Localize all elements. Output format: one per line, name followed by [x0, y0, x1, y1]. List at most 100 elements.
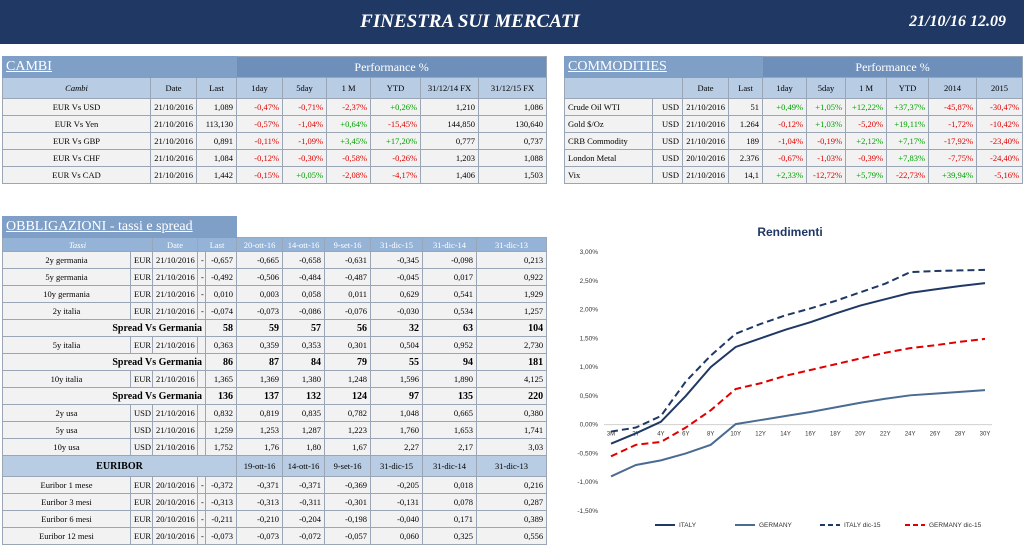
table-row: Gold $/Oz USD 21/10/2016 1.264 -0,12% +1,03% -…: [564, 115, 1024, 133]
table-cell: [197, 421, 206, 439]
table-cell: +3,45%: [326, 132, 372, 150]
table-row: Vix USD 21/10/2016 14,1 +2,33% -12,72% +5,79% -…: [564, 166, 1024, 184]
spread-value: 220: [476, 387, 548, 405]
table-cell: 1,253: [236, 421, 284, 439]
table-row: 10y italia EUR 21/10/2016 1,365 1,369 1,380 1,…: [2, 370, 548, 388]
group-header: Performance %: [236, 56, 548, 78]
spread-value: 84: [282, 353, 326, 371]
table-row: Euribor 3 mesi EUR 20/10/2016- -0,313 -0,313…: [2, 493, 548, 511]
table-cell: +0,05%: [282, 166, 328, 184]
column-header: 31/12/14 FX: [420, 77, 480, 99]
table-cell: 2y germania: [2, 251, 131, 269]
column-header: 20-ott-16: [236, 237, 284, 252]
table-cell: EUR Vs USD: [2, 98, 151, 116]
section-title: CAMBI: [1, 56, 238, 78]
table-cell: -0,369: [324, 476, 372, 494]
table-cell: 0,389: [476, 510, 548, 528]
table-row: Euribor 6 mesi EUR 20/10/2016- -0,211 -0,210…: [2, 510, 548, 528]
table-cell: -0,313: [236, 493, 284, 511]
series-line: [610, 389, 986, 478]
table-cell: 0,216: [476, 476, 548, 494]
spread-value: 104: [476, 319, 548, 337]
table-cell: [197, 438, 206, 456]
table-row: OBBLIGAZIONI - tassi e spread: [1, 216, 547, 238]
table-cell: -0,487: [324, 268, 372, 286]
table-cell: -0,198: [324, 510, 372, 528]
table-cell: -0,19%: [806, 132, 847, 150]
column-header: 5day: [806, 77, 847, 99]
column-header: Last: [195, 77, 238, 99]
table-cell: 0,058: [282, 285, 326, 303]
table-cell: 0,922: [476, 268, 548, 286]
cambi-table: CAMBI Performance % Cambi Date Last 1day 5day 1…: [1, 56, 548, 184]
table-cell: -17,92%: [928, 132, 978, 150]
table-cell: 113,130: [195, 115, 238, 133]
spread-value: 59: [236, 319, 284, 337]
series-line: [610, 337, 986, 458]
table-cell: 21/10/2016: [152, 438, 198, 456]
spread-value: 56: [324, 319, 372, 337]
table-row: Spread Vs Germania 136 137 132 124 97 135 220: [2, 387, 548, 405]
table-cell: -45,87%: [928, 98, 978, 116]
section-header: EURIBOR: [1, 455, 238, 477]
table-cell: EUR: [130, 510, 153, 528]
table-cell: -: [197, 251, 206, 269]
table-cell: -0,506: [236, 268, 284, 286]
spread-value: 57: [282, 319, 326, 337]
table-row: 2y usa USD 21/10/2016 0,832 0,819 0,835 0,782 1…: [2, 404, 548, 422]
table-cell: +2,33%: [762, 166, 808, 184]
table-cell: -0,39%: [845, 149, 888, 167]
x-tick-label: 30Y: [980, 432, 991, 438]
table-cell: -12,72%: [806, 166, 847, 184]
table-cell: -23,40%: [976, 132, 1024, 150]
table-cell: 1,210: [420, 98, 480, 116]
table-row: COMMODITIES Performance %: [563, 56, 1024, 78]
table-row: EUR Vs CHF 21/10/2016 1,084 -0,12% -0,30% -0,…: [2, 149, 548, 167]
spread-value: 79: [324, 353, 372, 371]
table-cell: 0,777: [420, 132, 480, 150]
table-cell: 0,060: [370, 527, 424, 545]
column-header: 1day: [762, 77, 808, 99]
y-tick-label: 1,00%: [580, 364, 599, 371]
table-row: EURIBOR 19-ott-16 14-ott-16 9-set-16 31-dic-…: [1, 455, 548, 477]
table-cell: 0,301: [324, 336, 372, 354]
table-cell: 0,556: [476, 527, 548, 545]
x-tick-label: 3M: [607, 432, 615, 438]
table-cell: -0,11%: [236, 132, 284, 150]
table-cell: -0,665: [236, 251, 284, 269]
table-row: Crude Oil WTI USD 21/10/2016 51 +0,49% +1,05%…: [564, 98, 1024, 116]
table-cell: 1,287: [282, 421, 326, 439]
x-tick-label: 22Y: [880, 432, 891, 438]
table-cell: -0,205: [370, 476, 424, 494]
table-cell: +2,12%: [845, 132, 888, 150]
x-tick-label: 2Y: [632, 432, 639, 438]
table-cell: -30,47%: [976, 98, 1024, 116]
table-cell: -0,345: [370, 251, 424, 269]
x-tick-label: 28Y: [955, 432, 966, 438]
table-cell: EUR: [130, 268, 153, 286]
column-header: Cambi: [2, 77, 151, 99]
table-cell: 0,017: [422, 268, 478, 286]
column-header: 31-dic-14: [422, 237, 478, 252]
page-title: FINESTRA SUI MERCATI: [360, 11, 580, 32]
x-tick-label: 24Y: [905, 432, 916, 438]
table-cell: 1,760: [370, 421, 424, 439]
table-cell: -0,47%: [236, 98, 284, 116]
table-cell: EUR Vs Yen: [2, 115, 151, 133]
table-cell: 3,03: [476, 438, 548, 456]
table-cell: -0,086: [282, 302, 326, 320]
column-header: 9-set-16: [324, 455, 372, 477]
table-cell: -0,073: [204, 527, 238, 545]
table-cell: 5y usa: [2, 421, 131, 439]
y-tick-label: 1,50%: [580, 335, 599, 342]
table-cell: 1,048: [370, 404, 424, 422]
column-header: 31-dic-13: [476, 237, 548, 252]
table-cell: -0,658: [282, 251, 326, 269]
table-cell: USD: [130, 404, 153, 422]
table-cell: -2,37%: [326, 98, 372, 116]
table-cell: 21/10/2016: [152, 370, 198, 388]
table-cell: 1,653: [422, 421, 478, 439]
table-cell: -0,26%: [370, 149, 422, 167]
table-cell: +19,11%: [886, 115, 930, 133]
table-cell: 21/10/2016: [682, 132, 729, 150]
